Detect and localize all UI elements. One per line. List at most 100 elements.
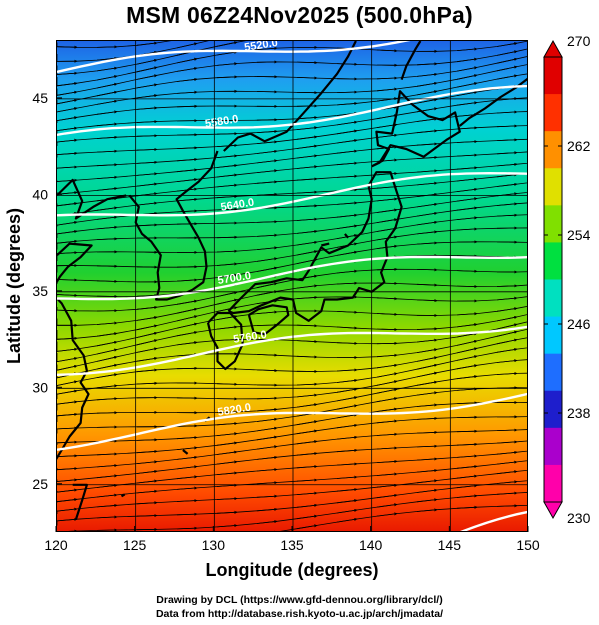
- wind-arrow: [496, 57, 518, 64]
- wind-arrow: [96, 503, 118, 508]
- wind-arrow: [136, 120, 158, 124]
- wind-arrow: [216, 460, 238, 465]
- wind-arrow: [296, 514, 318, 520]
- colorbar-tick-label: 230: [567, 510, 591, 526]
- wind-arrow: [136, 460, 158, 464]
- wind-arrow: [216, 62, 238, 66]
- wind-arrow: [456, 90, 478, 96]
- wind-arrow: [216, 154, 238, 158]
- wind-arrow: [456, 101, 478, 106]
- wind-arrow: [496, 284, 518, 288]
- wind-arrow: [136, 501, 158, 505]
- streamline: [57, 111, 527, 158]
- wind-arrow: [416, 479, 438, 484]
- wind-arrow: [496, 74, 518, 80]
- wind-arrow: [456, 206, 478, 211]
- wind-arrow: [296, 229, 318, 234]
- wind-arrow: [256, 310, 278, 314]
- wind-arrow: [496, 440, 518, 444]
- wind-arrow: [296, 135, 318, 140]
- wind-arrow: [96, 225, 118, 230]
- wind-arrow: [176, 331, 198, 337]
- wind-arrow: [456, 454, 478, 458]
- coastline-segment: [128, 150, 219, 301]
- wind-arrow: [376, 380, 398, 386]
- wind-arrow: [296, 61, 318, 65]
- wind-arrow: [216, 41, 238, 47]
- wind-arrow: [376, 397, 398, 403]
- wind-arrow: [256, 353, 278, 357]
- wind-arrow: [496, 491, 518, 495]
- wind-arrow: [216, 432, 238, 436]
- wind-arrow: [456, 57, 478, 63]
- streamline: [57, 64, 527, 113]
- wind-arrow: [336, 404, 358, 410]
- wind-arrow: [416, 241, 438, 245]
- wind-arrow: [96, 110, 118, 115]
- wind-arrow: [68, 529, 78, 531]
- wind-arrow: [96, 149, 118, 153]
- contour-label: 5700.0: [217, 270, 252, 287]
- wind-arrow: [57, 389, 78, 395]
- wind-arrow: [496, 307, 518, 312]
- streamline: [57, 314, 527, 363]
- wind-arrow: [136, 381, 158, 385]
- streamline: [57, 138, 527, 182]
- coastlines: [57, 41, 527, 520]
- wind-arrow: [136, 438, 158, 442]
- y-tick-label: 30: [32, 379, 48, 395]
- wind-arrow: [376, 503, 398, 508]
- wind-arrow: [416, 498, 438, 503]
- wind-arrow: [416, 457, 438, 461]
- wind-arrow: [216, 183, 238, 188]
- wind-arrow: [336, 310, 358, 314]
- wind-arrow: [256, 323, 278, 327]
- wind-arrow: [57, 71, 78, 75]
- wind-arrow: [376, 114, 398, 120]
- x-tick-label: 150: [516, 537, 540, 553]
- wind-arrow: [256, 246, 278, 250]
- wind-arrow: [96, 66, 118, 72]
- colorbar-tick-label: 238: [567, 405, 591, 421]
- coastline-segment: [223, 41, 357, 152]
- wind-arrow: [96, 348, 118, 355]
- wind-arrow: [176, 222, 198, 226]
- wind-arrow: [376, 267, 398, 271]
- coastline-segment: [182, 449, 189, 455]
- y-tick-label: 25: [32, 476, 48, 492]
- wind-arrow: [136, 293, 158, 298]
- height-contour: [460, 510, 527, 531]
- wind-arrow: [176, 341, 198, 346]
- streamline: [57, 41, 247, 75]
- wind-arrow: [456, 401, 478, 405]
- wind-arrow: [57, 466, 78, 471]
- wind-arrow: [496, 173, 518, 178]
- wind-arrow: [256, 129, 278, 134]
- wind-arrow: [96, 332, 118, 337]
- wind-arrow: [416, 283, 438, 287]
- wind-arrow: [376, 218, 398, 223]
- wind-arrow: [456, 66, 478, 72]
- streamline: [57, 347, 527, 399]
- wind-arrow: [136, 479, 158, 484]
- wind-arrow: [456, 187, 478, 192]
- x-tick-label: 140: [359, 537, 383, 553]
- wind-arrow: [416, 403, 438, 407]
- wind-arrow: [376, 446, 398, 450]
- wind-arrow: [256, 282, 278, 289]
- wind-arrow: [456, 74, 478, 80]
- wind-arrow: [136, 94, 158, 99]
- wind-arrow: [96, 411, 118, 415]
- wind-arrow: [336, 462, 358, 466]
- wind-arrow: [216, 143, 238, 148]
- wind-arrow: [296, 355, 318, 359]
- wind-arrow: [176, 146, 198, 150]
- wind-arrow: [416, 371, 438, 378]
- wind-arrow: [96, 99, 118, 105]
- wind-arrow: [336, 326, 358, 330]
- wind-arrow: [416, 142, 438, 146]
- x-tick-label: 135: [280, 537, 304, 553]
- wind-arrow: [376, 472, 398, 476]
- wind-arrow: [416, 81, 438, 87]
